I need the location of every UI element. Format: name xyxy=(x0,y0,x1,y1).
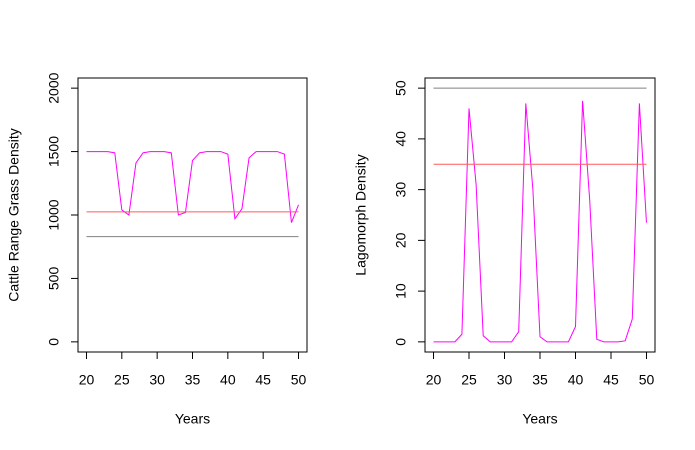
x-tick-label: 30 xyxy=(149,372,165,388)
x-axis-label: Years xyxy=(175,411,210,427)
x-tick-label: 20 xyxy=(79,372,95,388)
x-tick-label: 35 xyxy=(532,372,548,388)
y-tick-label: 30 xyxy=(393,182,409,198)
x-tick-label: 45 xyxy=(255,372,271,388)
y-axis-label: Lagomorph Density xyxy=(353,154,369,275)
y-tick-label: 50 xyxy=(393,80,409,96)
y-tick-label: 10 xyxy=(393,283,409,299)
y-tick-label: 0 xyxy=(393,338,409,346)
x-tick-label: 25 xyxy=(461,372,477,388)
data-line xyxy=(86,151,299,223)
plot-frame xyxy=(77,77,308,353)
y-tick-label: 40 xyxy=(393,131,409,147)
x-tick-label: 40 xyxy=(568,372,584,388)
x-tick-label: 25 xyxy=(114,372,130,388)
x-tick-label: 35 xyxy=(185,372,201,388)
y-tick-label: 1500 xyxy=(46,136,62,167)
y-tick-label: 500 xyxy=(46,267,62,291)
x-axis-label: Years xyxy=(522,411,557,427)
y-axis-label: Cattle Range Grass Density xyxy=(6,128,22,302)
y-tick-label: 2000 xyxy=(46,72,62,103)
data-line xyxy=(433,100,647,343)
x-tick-label: 45 xyxy=(603,372,619,388)
plot-frame xyxy=(424,77,656,353)
y-tick-label: 20 xyxy=(393,232,409,248)
y-tick-label: 0 xyxy=(46,338,62,346)
x-tick-label: 50 xyxy=(291,372,307,388)
y-tick-label: 1000 xyxy=(46,199,62,230)
x-tick-label: 30 xyxy=(497,372,513,388)
x-tick-label: 20 xyxy=(426,372,442,388)
x-tick-label: 50 xyxy=(639,372,655,388)
x-tick-label: 40 xyxy=(220,372,236,388)
